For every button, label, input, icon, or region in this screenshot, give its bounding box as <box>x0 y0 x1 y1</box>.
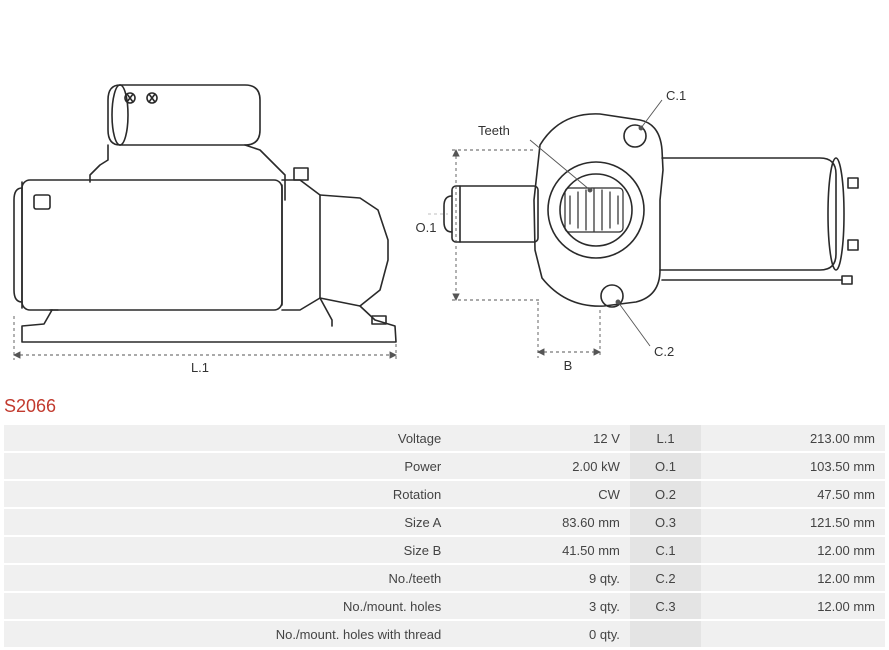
table-row: Power2.00 kWO.1103.50 mm <box>4 453 885 479</box>
dim-label-C2: C.2 <box>654 344 674 359</box>
part-number: S2066 <box>0 390 889 423</box>
table-row: No./mount. holes3 qty.C.312.00 mm <box>4 593 885 619</box>
dim-value: 47.50 mm <box>701 481 885 507</box>
dim-label-L1: L.1 <box>191 360 209 375</box>
table-row: No./mount. holes with thread0 qty. <box>4 621 885 647</box>
spec-label: Size B <box>4 537 451 563</box>
spec-value: 41.50 mm <box>451 537 630 563</box>
table-row: Size B41.50 mmC.112.00 mm <box>4 537 885 563</box>
dim-label-teeth: Teeth <box>478 123 510 138</box>
dim-value: 12.00 mm <box>701 593 885 619</box>
dim-label: C.3 <box>630 593 701 619</box>
dim-label-O1: O.1 <box>416 220 437 235</box>
spec-value: 12 V <box>451 425 630 451</box>
dim-value: 213.00 mm <box>701 425 885 451</box>
dim-value: 103.50 mm <box>701 453 885 479</box>
dim-label: O.3 <box>630 509 701 535</box>
dim-label: O.2 <box>630 481 701 507</box>
spec-label: Voltage <box>4 425 451 451</box>
dim-value: 12.00 mm <box>701 537 885 563</box>
dim-label-C1: C.1 <box>666 88 686 103</box>
dim-value <box>701 621 885 647</box>
spec-value: 0 qty. <box>451 621 630 647</box>
table-row: No./teeth9 qty.C.212.00 mm <box>4 565 885 591</box>
dim-label: L.1 <box>630 425 701 451</box>
table-row: Voltage12 VL.1213.00 mm <box>4 425 885 451</box>
dim-label <box>630 621 701 647</box>
spec-label: No./mount. holes with thread <box>4 621 451 647</box>
table-row: Size A83.60 mmO.3121.50 mm <box>4 509 885 535</box>
spec-label: No./mount. holes <box>4 593 451 619</box>
spec-value: 83.60 mm <box>451 509 630 535</box>
technical-drawing: L.1 <box>0 0 889 390</box>
spec-value: 2.00 kW <box>451 453 630 479</box>
dim-label-B: B <box>564 358 573 373</box>
spec-label: Rotation <box>4 481 451 507</box>
dim-value: 12.00 mm <box>701 565 885 591</box>
spec-label: Size A <box>4 509 451 535</box>
spec-value: 9 qty. <box>451 565 630 591</box>
drawing-svg: L.1 <box>0 0 889 390</box>
dim-value: 121.50 mm <box>701 509 885 535</box>
dim-label: C.2 <box>630 565 701 591</box>
spec-table: Voltage12 VL.1213.00 mmPower2.00 kWO.110… <box>4 423 885 649</box>
spec-value: CW <box>451 481 630 507</box>
table-row: RotationCWO.247.50 mm <box>4 481 885 507</box>
dim-label: C.1 <box>630 537 701 563</box>
spec-label: Power <box>4 453 451 479</box>
dim-label: O.1 <box>630 453 701 479</box>
spec-label: No./teeth <box>4 565 451 591</box>
spec-value: 3 qty. <box>451 593 630 619</box>
